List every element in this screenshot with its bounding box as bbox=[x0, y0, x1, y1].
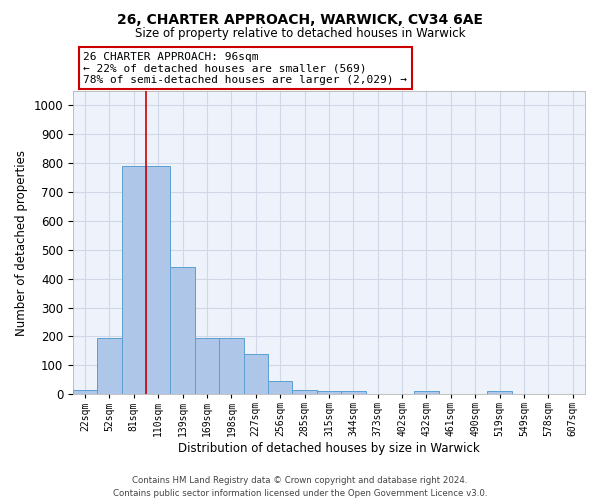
Bar bbox=[268, 381, 292, 394]
Bar bbox=[170, 267, 195, 394]
Text: 26 CHARTER APPROACH: 96sqm
← 22% of detached houses are smaller (569)
78% of sem: 26 CHARTER APPROACH: 96sqm ← 22% of deta… bbox=[83, 52, 407, 85]
Bar bbox=[195, 338, 219, 394]
Bar bbox=[122, 166, 146, 394]
Bar bbox=[487, 392, 512, 394]
Bar bbox=[292, 390, 317, 394]
Bar bbox=[219, 338, 244, 394]
Text: Contains HM Land Registry data © Crown copyright and database right 2024.
Contai: Contains HM Land Registry data © Crown c… bbox=[113, 476, 487, 498]
Bar bbox=[244, 354, 268, 394]
Bar bbox=[73, 390, 97, 394]
Bar bbox=[146, 166, 170, 394]
Bar bbox=[317, 392, 341, 394]
Y-axis label: Number of detached properties: Number of detached properties bbox=[15, 150, 28, 336]
Text: 26, CHARTER APPROACH, WARWICK, CV34 6AE: 26, CHARTER APPROACH, WARWICK, CV34 6AE bbox=[117, 12, 483, 26]
Text: Size of property relative to detached houses in Warwick: Size of property relative to detached ho… bbox=[135, 28, 465, 40]
X-axis label: Distribution of detached houses by size in Warwick: Distribution of detached houses by size … bbox=[178, 442, 480, 455]
Bar bbox=[415, 392, 439, 394]
Bar bbox=[341, 392, 365, 394]
Bar bbox=[97, 338, 122, 394]
